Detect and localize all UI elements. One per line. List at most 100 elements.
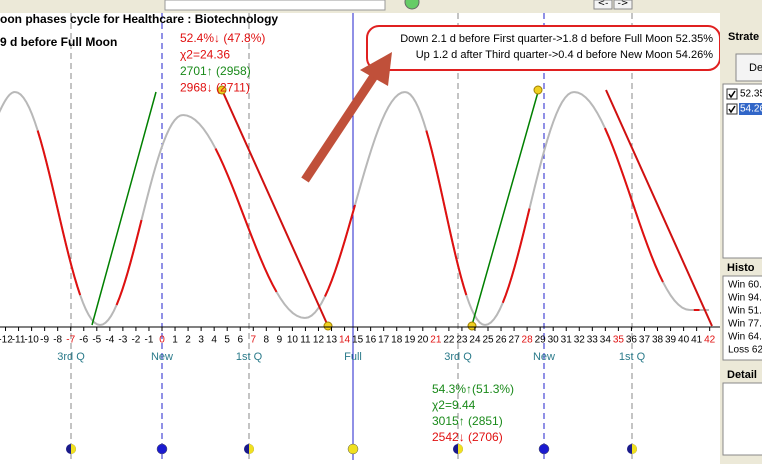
x-tick-label: 42 bbox=[704, 335, 716, 346]
button[interactable] bbox=[735, 53, 762, 82]
x-tick-label: 18 bbox=[391, 335, 403, 346]
phase-label: 1st Q bbox=[619, 351, 646, 363]
moon-icon bbox=[538, 443, 550, 455]
trade-arrow bbox=[221, 89, 329, 327]
history-item[interactable]: Win 51.4 bbox=[728, 306, 762, 317]
x-tick-label: 19 bbox=[404, 335, 416, 346]
x-tick-label: 22 bbox=[443, 335, 455, 346]
x-tick-label: 30 bbox=[548, 335, 560, 346]
strategy-item[interactable]: 54.26 bbox=[740, 104, 762, 115]
x-tick-label: -1 bbox=[145, 335, 154, 346]
x-tick-label: -7 bbox=[66, 335, 75, 346]
x-tick-label: 8 bbox=[264, 335, 270, 346]
x-tick-label: 37 bbox=[639, 335, 651, 346]
x-tick-label: 15 bbox=[352, 335, 364, 346]
cycle-curve bbox=[0, 91, 16, 114]
x-tick-label: 25 bbox=[482, 335, 494, 346]
x-tick-label: -8 bbox=[53, 335, 62, 346]
x-tick-label: -6 bbox=[79, 335, 88, 346]
x-tick-label: 41 bbox=[691, 335, 703, 346]
x-tick-label: 10 bbox=[287, 335, 299, 346]
cycle-curve-highlight bbox=[36, 130, 82, 296]
history-item[interactable]: Win 60.0 bbox=[728, 280, 762, 291]
forward-label[interactable]: -> bbox=[618, 0, 629, 9]
detail-title: Detail bbox=[727, 369, 757, 381]
cycle-curve-highlight bbox=[604, 127, 664, 283]
checkmark[interactable] bbox=[728, 105, 736, 114]
detail-box bbox=[722, 382, 762, 456]
moon-icon bbox=[632, 444, 637, 454]
x-tick-label: 38 bbox=[652, 335, 664, 346]
x-tick-label: 17 bbox=[378, 335, 390, 346]
strategy-item[interactable]: 52.35 bbox=[740, 89, 762, 100]
x-tick-label: 14 bbox=[339, 335, 351, 346]
stat-text: χ2=24.36 bbox=[180, 48, 230, 62]
stat-text: χ2=9.44 bbox=[432, 398, 476, 412]
x-tick-label: 23 bbox=[456, 335, 468, 346]
x-tick-label: -2 bbox=[131, 335, 140, 346]
stat-text: 54.3%↑(51.3%) bbox=[432, 382, 514, 396]
x-tick-label: 35 bbox=[613, 335, 625, 346]
x-tick-label: 33 bbox=[587, 335, 599, 346]
x-tick-label: 39 bbox=[665, 335, 677, 346]
checkbox[interactable] bbox=[726, 103, 738, 115]
x-tick-label: 6 bbox=[237, 335, 243, 346]
x-tick-label: 27 bbox=[509, 335, 521, 346]
stat-text: 2968↓ (2711) bbox=[180, 81, 250, 95]
x-tick-label: -11 bbox=[12, 335, 26, 346]
x-tick-label: -9 bbox=[40, 335, 49, 346]
back-label[interactable]: <- bbox=[598, 0, 609, 9]
phase-label: Full bbox=[344, 351, 362, 363]
selection bbox=[739, 103, 762, 115]
button-label[interactable]: De bbox=[749, 62, 762, 74]
trade-point bbox=[533, 85, 543, 95]
pie-icon[interactable] bbox=[404, 0, 420, 10]
moon-icon bbox=[156, 443, 168, 455]
x-tick-label: 26 bbox=[495, 335, 507, 346]
stat-text: 52.4%↓ (47.8%) bbox=[180, 31, 265, 45]
back-button[interactable] bbox=[593, 0, 613, 10]
x-tick-label: -3 bbox=[118, 335, 127, 346]
x-tick-label: 7 bbox=[250, 335, 256, 346]
x-tick-label: 34 bbox=[600, 335, 612, 346]
forward-button[interactable] bbox=[613, 0, 633, 10]
x-tick-label: 9 bbox=[277, 335, 283, 346]
x-tick-label: 16 bbox=[365, 335, 377, 346]
x-tick-label: 24 bbox=[469, 335, 481, 346]
x-tick-label: 13 bbox=[326, 335, 338, 346]
cycle-curve-highlight bbox=[425, 130, 468, 296]
checkmark[interactable] bbox=[728, 90, 736, 99]
history-list bbox=[722, 275, 762, 361]
checkbox[interactable] bbox=[726, 88, 738, 100]
x-tick-label: 29 bbox=[535, 335, 547, 346]
pointer-arrow bbox=[301, 67, 382, 183]
history-item[interactable]: Win 64.7 bbox=[728, 332, 762, 343]
history-item[interactable]: Win 94.1 bbox=[728, 293, 762, 304]
cycle-curve-highlight bbox=[115, 219, 143, 306]
stat-text: 2701↑ (2958) bbox=[180, 64, 251, 78]
phase-label: New bbox=[533, 351, 555, 363]
trade-point bbox=[323, 321, 333, 331]
x-tick-label: 21 bbox=[430, 335, 442, 346]
x-tick-label: -5 bbox=[92, 335, 101, 346]
pointer-arrow-head bbox=[360, 52, 392, 86]
x-tick-label: 2 bbox=[185, 335, 191, 346]
x-tick-label: 11 bbox=[300, 335, 311, 346]
x-tick-label: 36 bbox=[626, 335, 638, 346]
trade-point bbox=[467, 321, 477, 331]
phase-label: 3rd Q bbox=[444, 351, 472, 363]
chart-title: oon phases cycle for Healthcare : Biotec… bbox=[0, 12, 278, 26]
stat-text: 3015↑ (2851) bbox=[432, 414, 503, 428]
history-title: Histo bbox=[727, 262, 755, 274]
trade-arrow bbox=[471, 91, 539, 326]
x-tick-label: 12 bbox=[313, 335, 325, 346]
trade-arrow bbox=[91, 91, 157, 326]
cycle-curve-highlight bbox=[501, 208, 531, 304]
history-item[interactable]: Win 77.1 bbox=[728, 319, 762, 330]
history-item[interactable]: Loss 62 bbox=[728, 345, 762, 356]
phase-label: 3rd Q bbox=[57, 351, 85, 363]
x-tick-label: 31 bbox=[561, 335, 573, 346]
x-tick-label: 20 bbox=[417, 335, 429, 346]
